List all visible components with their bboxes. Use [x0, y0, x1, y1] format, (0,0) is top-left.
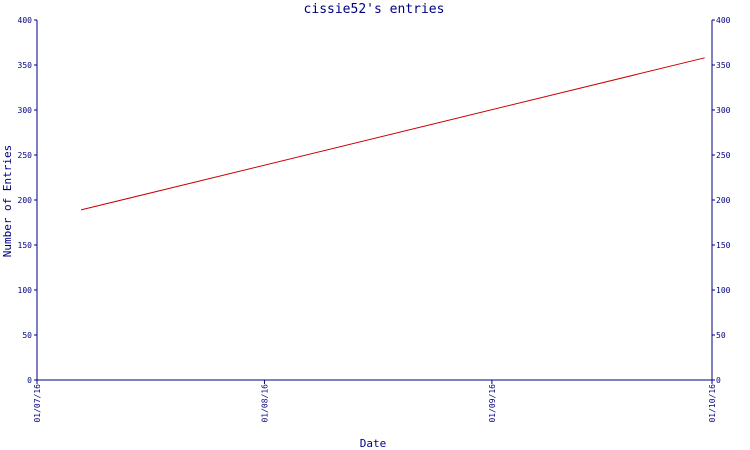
- x-tick-label: 01/09/16: [488, 384, 497, 423]
- y-tick-label-left: 200: [18, 196, 33, 205]
- y-tick-label-right: 200: [716, 196, 731, 205]
- y-axis-label: Number of Entries: [1, 145, 14, 258]
- x-tick-label: 01/10/16: [708, 384, 717, 423]
- y-tick-label-left: 0: [27, 376, 32, 385]
- x-axis-label: Date: [360, 437, 387, 450]
- axes: [36, 20, 713, 381]
- y-tick-label-left: 300: [18, 106, 33, 115]
- y-tick-label-right: 400: [716, 16, 731, 25]
- y-tick-label-right: 0: [716, 376, 721, 385]
- y-tick-label-right: 250: [716, 151, 731, 160]
- y-tick-label-right: 300: [716, 106, 731, 115]
- y-tick-label-left: 50: [22, 331, 32, 340]
- y-axis-ticks: 0 0 50 50 100 100 150 150 200 200 250 250 300 300 350 3…: [18, 16, 731, 385]
- x-tick-label: 01/07/16: [33, 384, 42, 423]
- series-line: [80, 57, 705, 211]
- y-tick-label-right: 50: [716, 331, 726, 340]
- y-tick-label-left: 100: [18, 286, 33, 295]
- y-tick-label-left: 350: [18, 61, 33, 70]
- y-tick-label-left: 150: [18, 241, 33, 250]
- y-tick-label-left: 400: [18, 16, 33, 25]
- y-tick-label-left: 250: [18, 151, 33, 160]
- series-layer: [80, 57, 705, 211]
- y-tick-label-right: 150: [716, 241, 731, 250]
- x-axis-ticks: 01/07/16 01/08/16 01/09/16 01/10/16: [33, 380, 717, 423]
- chart-title: cissie52's entries: [304, 2, 445, 17]
- y-tick-label-right: 100: [716, 286, 731, 295]
- y-tick-label-right: 350: [716, 61, 731, 70]
- x-tick-label: 01/08/16: [260, 384, 269, 423]
